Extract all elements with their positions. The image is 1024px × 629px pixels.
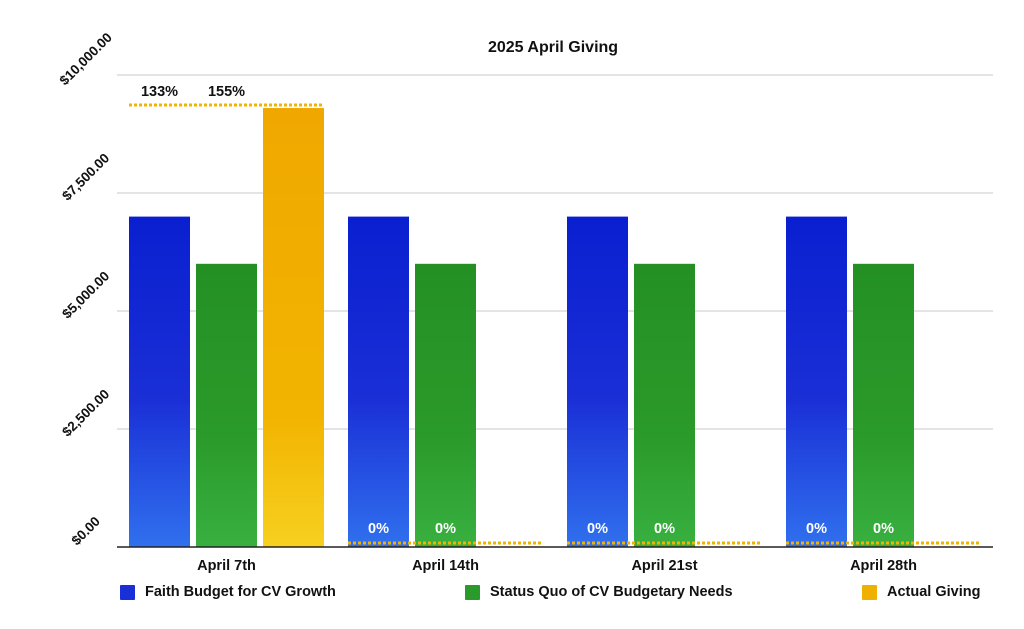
percent-label: 0% — [654, 521, 675, 537]
percent-label: 0% — [587, 521, 608, 537]
bar — [263, 108, 324, 547]
percent-label: 0% — [873, 521, 894, 537]
legend: Faith Budget for CV Growth Status Quo of … — [0, 584, 1024, 606]
legend-label: Actual Giving — [887, 584, 981, 600]
legend-label: Faith Budget for CV Growth — [145, 584, 336, 600]
x-tick-label: April 14th — [412, 558, 479, 574]
y-tick-label: $5,000.00 — [59, 268, 112, 321]
legend-item: Status Quo of CV Budgetary Needs — [465, 584, 733, 600]
x-tick-label: April 28th — [850, 558, 917, 574]
bar — [348, 216, 409, 547]
legend-swatch — [120, 584, 135, 600]
percent-label: 0% — [368, 521, 389, 537]
y-tick-label: $10,000.00 — [57, 30, 115, 88]
bar — [196, 263, 257, 547]
bar — [786, 216, 847, 547]
bar — [634, 263, 695, 547]
legend-swatch — [465, 584, 480, 600]
y-tick-label: $7,500.00 — [59, 150, 112, 203]
legend-swatch — [862, 584, 877, 600]
bar — [567, 216, 628, 547]
y-tick-label: $0.00 — [68, 514, 103, 549]
bar — [415, 263, 476, 547]
percent-label: 0% — [806, 521, 827, 537]
legend-label: Status Quo of CV Budgetary Needs — [490, 584, 733, 600]
percent-label: 0% — [435, 521, 456, 537]
x-tick-label: April 21st — [631, 558, 697, 574]
percent-label: 133% — [141, 84, 178, 100]
x-tick-label: April 7th — [197, 558, 256, 574]
bar — [853, 263, 914, 547]
chart-title: 2025 April Giving — [488, 39, 618, 56]
percent-label: 155% — [208, 84, 245, 100]
y-tick-label: $2,500.00 — [59, 386, 112, 439]
legend-item: Faith Budget for CV Growth — [120, 584, 336, 600]
bar — [129, 216, 190, 547]
legend-item: Actual Giving — [862, 584, 980, 600]
